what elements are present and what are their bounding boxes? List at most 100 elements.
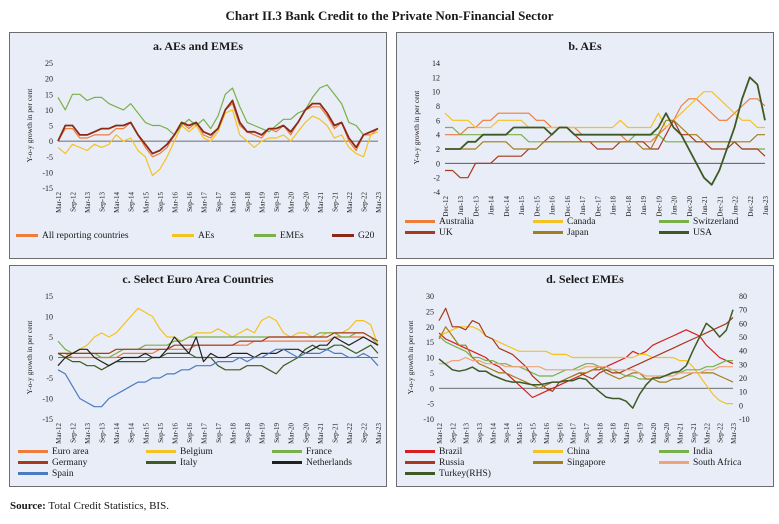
legend-item: Canada — [533, 217, 596, 227]
legend-item: Turkey(RHS) — [405, 469, 491, 479]
x-tick-label: Dec-16 — [564, 196, 572, 217]
x-tick-label: Mar-19 — [623, 423, 631, 444]
legend-label: France — [306, 447, 332, 457]
legend-item: UK — [405, 228, 453, 238]
legend-label: AEs — [198, 231, 215, 241]
y-tick-label: 20 — [45, 75, 53, 84]
legend-item: Singapore — [533, 458, 606, 468]
y-tick-label: 10 — [45, 106, 53, 115]
x-tick-label: Dec-20 — [686, 196, 694, 217]
x-tick-label: Dec-17 — [594, 196, 602, 217]
x-tick-label: Sep-20 — [302, 423, 310, 443]
x-tick-label: Mar-18 — [230, 192, 238, 213]
x-tick-label: Dec-13 — [472, 196, 480, 217]
x-tick-label: Mar-12 — [436, 423, 444, 444]
legend-label: Switzerland — [693, 217, 739, 227]
x-tick-label: Jun-16 — [549, 196, 557, 216]
legend-item: AEs — [172, 231, 214, 241]
legend-item: France — [272, 447, 332, 457]
y-tick-label: -2 — [433, 174, 440, 183]
y-tick-label: 0 — [49, 137, 53, 146]
x-tick-label: Mar-15 — [516, 423, 524, 444]
x-tick-label: Sep-19 — [273, 192, 281, 212]
y-tick-label: 14 — [432, 59, 440, 68]
panel-title: d. Select EMEs — [546, 272, 624, 286]
x-tick-label: Jun-21 — [701, 196, 709, 216]
x-tick-label: Sep-22 — [360, 192, 368, 212]
x-tick-label: Sep-18 — [244, 192, 252, 212]
y-tick-label: -10 — [42, 395, 53, 404]
legend-swatch — [272, 461, 302, 465]
legend-label: Brazil — [439, 447, 463, 457]
y-tick-label: -5 — [46, 374, 53, 383]
y-tick-label: 10 — [432, 88, 440, 97]
chart-svg-a: a. AEs and EMEs -15 -10 -5 0 5 10 15 20 25 Y-o-y g… — [25, 39, 383, 213]
series-line-spain — [57, 348, 379, 408]
series-line-france — [57, 332, 379, 359]
y-tick-label: 15 — [426, 338, 434, 347]
y2-tick-label: 60 — [739, 319, 747, 328]
y2-tick-label: 70 — [739, 306, 747, 315]
y-tick-label: 20 — [426, 323, 434, 332]
x-tick-label: Sep-13 — [476, 423, 484, 443]
y-tick-label: 6 — [436, 116, 440, 125]
x-tick-label: Mar-17 — [570, 423, 578, 444]
panel-aes-and-emes: a. AEs and EMEs -15 -10 -5 0 5 10 15 20 25 Y-o-y g… — [9, 32, 387, 259]
legend-swatch — [533, 231, 563, 235]
x-tick-label: Mar-13 — [84, 192, 92, 213]
legend-swatch — [146, 450, 176, 454]
panel-title: b. AEs — [568, 39, 602, 53]
legend-label: All reporting countries — [42, 231, 129, 241]
legend-item: EMEs — [254, 231, 304, 241]
y2-tick-label: 80 — [739, 292, 747, 301]
x-tick-label: Mar-18 — [230, 423, 238, 444]
x-tick-label: Sep-16 — [186, 423, 194, 443]
legend-label: Singapore — [567, 458, 606, 468]
series-line-south-africa — [439, 356, 733, 377]
legend-swatch — [659, 231, 689, 235]
legend-swatch — [18, 472, 48, 476]
series-line-germany — [58, 332, 379, 355]
legend-label: Netherlands — [306, 458, 352, 468]
x-tick-label: Sep-15 — [530, 423, 538, 443]
legend-label: Turkey(RHS) — [439, 469, 491, 479]
x-tick-label: Jun-22 — [732, 196, 740, 216]
y-tick-label: 15 — [45, 292, 53, 301]
y2-tick-label: 20 — [739, 374, 747, 383]
y-tick-label: 5 — [430, 369, 434, 378]
series-line-italy — [57, 344, 379, 375]
x-tick-label: Mar-22 — [703, 423, 711, 444]
x-tick-label: Mar-21 — [317, 192, 325, 213]
legend-swatch — [18, 450, 48, 454]
x-tick-label: Mar-23 — [375, 192, 383, 213]
series-line-belgium — [57, 307, 379, 359]
legend-label: India — [693, 447, 713, 457]
x-tick-label: Mar-16 — [171, 423, 179, 444]
legend-swatch — [533, 461, 563, 465]
x-tick-label: Sep-22 — [360, 423, 368, 443]
x-tick-label: Mar-14 — [113, 192, 121, 213]
y2-tick-label: 50 — [739, 333, 747, 342]
x-tick-label: Sep-17 — [215, 423, 223, 443]
x-tick-label: Mar-16 — [543, 423, 551, 444]
legend-label: Spain — [52, 469, 74, 479]
legend-label: UK — [439, 228, 453, 238]
legend-swatch — [533, 450, 563, 454]
legend-label: Italy — [180, 458, 198, 468]
series-line-russia — [438, 307, 734, 392]
series-line-emes — [57, 84, 379, 136]
legend-swatch — [659, 220, 689, 224]
legend-label: South Africa — [693, 458, 742, 468]
x-tick-label: Sep-16 — [556, 423, 564, 443]
x-tick-label: Sep-20 — [663, 423, 671, 443]
legend-label: Euro area — [52, 447, 89, 457]
y-axis-label: Y-o-y growth in per cent — [25, 320, 34, 395]
x-tick-label: Mar-15 — [142, 192, 150, 213]
legend-item: Italy — [146, 458, 197, 468]
y-tick-label: -15 — [42, 184, 53, 193]
y-tick-label: 0 — [49, 354, 53, 363]
source-label: Source: — [10, 500, 46, 512]
legend-item: Belgium — [146, 447, 213, 457]
legend-item: All reporting countries — [16, 231, 129, 241]
legend-item: Germany — [18, 458, 87, 468]
